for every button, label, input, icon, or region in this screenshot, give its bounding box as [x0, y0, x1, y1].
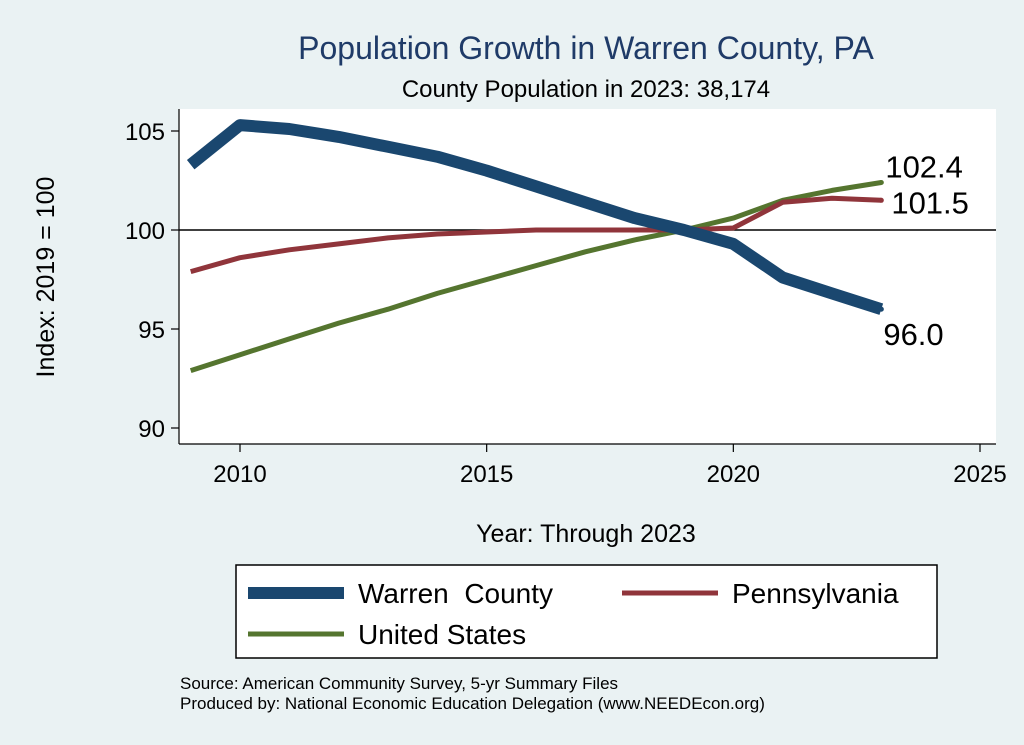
end-label-pennsylvania: 101.5	[891, 185, 969, 220]
x-tick-label: 2020	[707, 461, 760, 488]
y-axis-label: Index: 2019 = 100	[32, 177, 60, 378]
legend: Warren County Pennsylvania United States	[248, 578, 899, 650]
legend-label-united-states: United States	[358, 619, 526, 650]
produced-by-note: Produced by: National Economic Education…	[180, 694, 765, 713]
x-tick-label: 2025	[953, 461, 1006, 488]
series-end-point-united-states	[878, 179, 884, 185]
legend-box	[235, 564, 938, 659]
legend-label-pennsylvania: Pennsylvania	[732, 578, 899, 609]
series-line-warren-county	[186, 119, 884, 315]
y-tick-label: 95	[138, 317, 165, 344]
y-tick-label: 90	[138, 416, 165, 443]
legend-label-warren-county: Warren County	[358, 578, 553, 609]
series-line-united-states	[189, 180, 882, 373]
end-label-warren-county: 96.0	[883, 317, 943, 352]
source-note: Source: American Community Survey, 5-yr …	[180, 674, 618, 693]
series-line-pennsylvania	[190, 195, 882, 275]
y-tick-label: 100	[125, 218, 165, 245]
y-axis: 90 95 100 105	[125, 109, 180, 444]
x-axis: 2010 2015 2020 2025	[179, 443, 1007, 488]
plot-area	[179, 109, 996, 444]
series-end-point-warren-county	[878, 306, 884, 312]
series-layer	[186, 119, 884, 373]
chart-title: Population Growth in Warren County, PA	[298, 30, 874, 66]
chart-subtitle: County Population in 2023: 38,174	[402, 76, 770, 103]
x-axis-label: Year: Through 2023	[476, 520, 696, 548]
series-end-point-pennsylvania	[878, 197, 884, 203]
y-tick-label: 105	[125, 119, 165, 146]
x-tick-label: 2010	[213, 461, 266, 488]
x-tick-label: 2015	[460, 461, 513, 488]
end-label-united-states: 102.4	[885, 149, 963, 184]
